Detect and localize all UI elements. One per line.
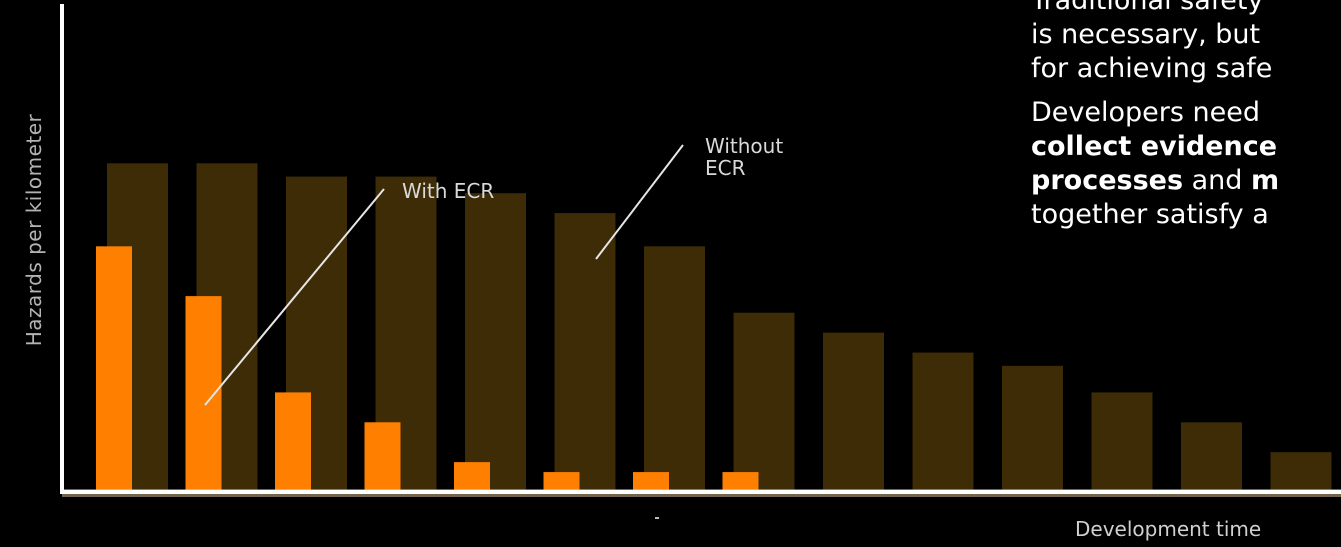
with-ecr-bar xyxy=(96,246,132,492)
with-ecr-bar xyxy=(543,472,580,492)
without-ecr-bars xyxy=(107,163,1332,492)
with-ecr-bar xyxy=(364,422,401,492)
without-ecr-annotation-text: Without ECR xyxy=(705,134,784,180)
with-ecr-bar xyxy=(722,472,759,492)
without-ecr-bar xyxy=(644,246,705,492)
without-ecr-bar xyxy=(733,312,795,492)
text-p2-bold-2: processes xyxy=(1031,165,1184,196)
text-p2-line-1: Developers need xyxy=(1031,97,1260,128)
without-ecr-bar xyxy=(1002,365,1063,492)
text-p2-bold-1: collect evidence xyxy=(1031,131,1278,162)
text-line-1: Traditional safety xyxy=(1031,0,1264,16)
without-ecr-bar xyxy=(912,352,974,492)
x-tick-mark xyxy=(655,517,659,519)
without-ecr-annotation: Without ECR xyxy=(705,135,797,179)
with-ecr-annotation: With ECR xyxy=(402,179,495,203)
without-ecr-bar xyxy=(465,193,526,492)
text-p2-mid: and xyxy=(1183,165,1252,196)
without-ecr-bar xyxy=(554,213,616,492)
text-line-2: is necessary, but xyxy=(1031,19,1261,50)
text-p2-line-4: together satisfy a xyxy=(1031,199,1269,230)
without-ecr-bar xyxy=(1091,392,1153,492)
with-ecr-bar xyxy=(633,472,669,492)
text-paragraph-1: Traditional safety is necessary, but for… xyxy=(1031,0,1341,86)
with-ecr-bar xyxy=(185,296,222,492)
y-axis-label: Hazards per kilometer xyxy=(22,113,46,347)
without-ecr-bar xyxy=(823,332,884,492)
without-ecr-bar xyxy=(1270,452,1332,492)
without-ecr-bar xyxy=(1181,422,1242,492)
text-paragraph-2: Developers need collect evidence process… xyxy=(1031,96,1341,232)
text-p2-bold-3: m xyxy=(1251,165,1280,196)
x-axis-label: Development time xyxy=(1075,517,1262,541)
with-ecr-bar xyxy=(275,392,311,492)
text-panel: Traditional safety is necessary, but for… xyxy=(1031,0,1341,242)
text-line-3: for achieving safe xyxy=(1031,53,1273,84)
without-ecr-pointer xyxy=(595,144,684,260)
with-ecr-bar xyxy=(454,462,490,492)
with-ecr-bars xyxy=(96,246,759,492)
with-ecr-pointer xyxy=(204,188,385,406)
